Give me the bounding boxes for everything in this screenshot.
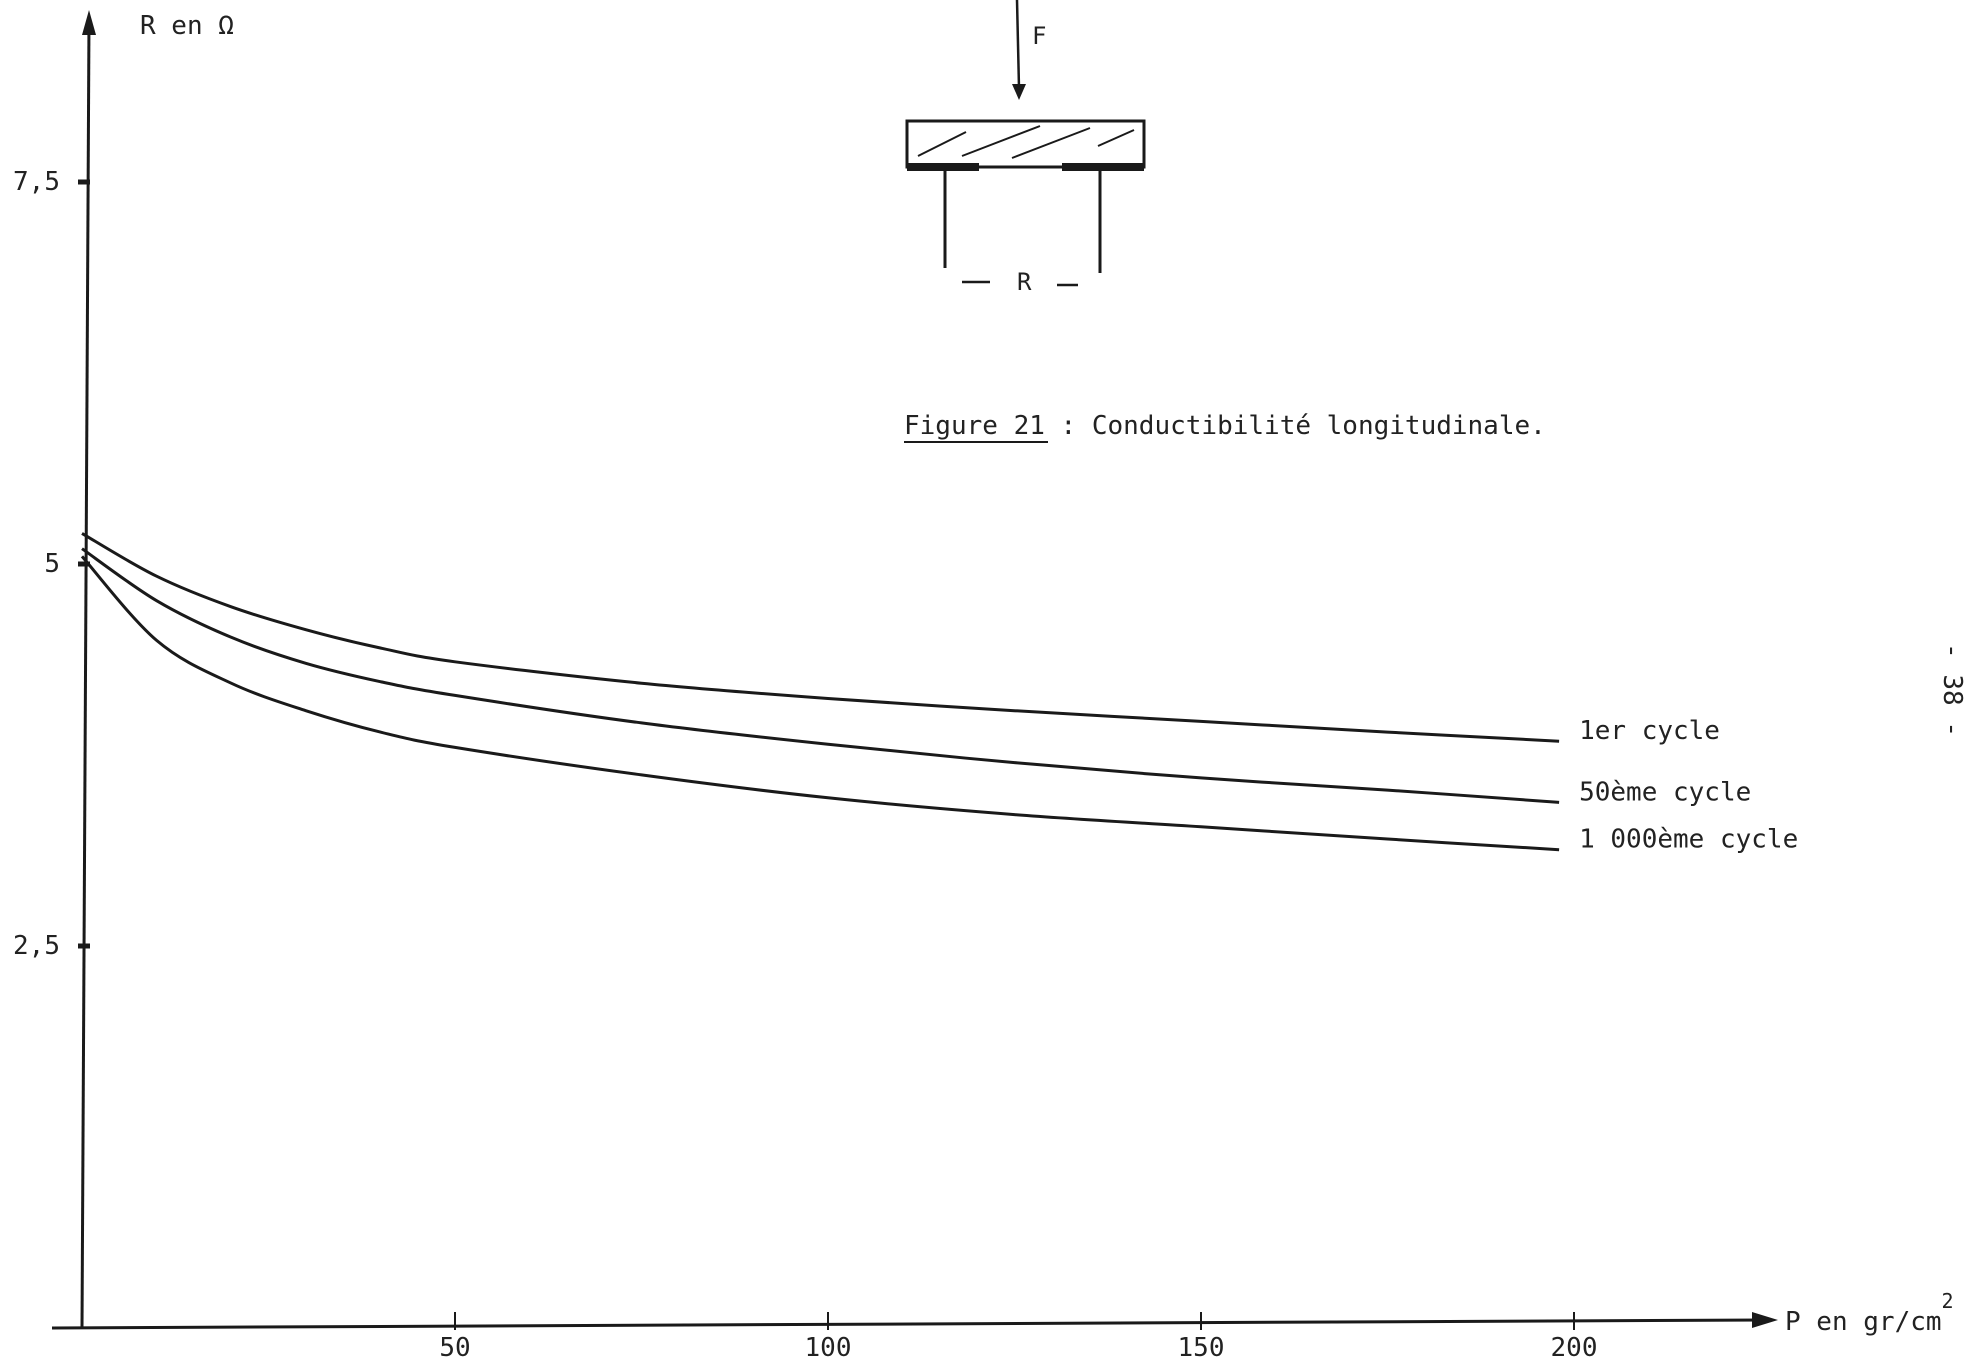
y-axis-label: R en Ω xyxy=(140,11,234,41)
figure-caption: Figure 21 : Conductibilité longitudinale… xyxy=(904,411,1546,441)
sample-block xyxy=(905,119,1146,169)
resistance-label: R xyxy=(1017,268,1032,296)
sample-diagram: F R xyxy=(905,0,1146,296)
y-tick-label: 7,5 xyxy=(13,167,60,197)
x-tick-label: 200 xyxy=(1551,1333,1598,1357)
x-tick-label: 150 xyxy=(1178,1333,1225,1357)
x-axis-line xyxy=(51,1318,1766,1330)
figure-ref: Figure 21 xyxy=(904,411,1045,441)
hatch-line xyxy=(961,125,1041,157)
x-axis-label: P en gr/cm2 xyxy=(1785,1289,1954,1337)
series-label: 50ème cycle xyxy=(1579,777,1751,807)
y-ticks: 2,5 5 7,5 xyxy=(13,167,90,961)
caption-text: : Conductibilité longitudinale. xyxy=(1045,411,1546,441)
hatch-line xyxy=(1097,129,1135,147)
series-line xyxy=(81,532,1560,743)
series-line xyxy=(80,555,1560,852)
x-axis-arrow xyxy=(1752,1312,1778,1328)
electrode-left xyxy=(907,163,979,171)
y-tick-label: 5 xyxy=(44,549,60,579)
hatch-line xyxy=(917,131,967,157)
series-label: 1 000ème cycle xyxy=(1579,825,1798,855)
x-ticks: 50 100 150 200 xyxy=(439,1312,1597,1357)
hatch-line xyxy=(1011,127,1091,159)
page-number: - 38 - xyxy=(1937,643,1967,737)
series-line xyxy=(81,547,1560,804)
x-tick-label: 100 xyxy=(805,1333,852,1357)
y-axis-arrow xyxy=(82,10,96,35)
y-axis-line xyxy=(80,19,91,1329)
x-tick-label: 50 xyxy=(439,1333,470,1357)
force-arrow-head xyxy=(1012,84,1026,100)
curves: 1er cycle 50ème cycle 1 000ème cycle xyxy=(80,532,1798,855)
y-tick-label: 2,5 xyxy=(13,931,60,961)
force-label: F xyxy=(1032,22,1046,50)
force-arrow-line xyxy=(1015,0,1021,89)
series-label: 1er cycle xyxy=(1579,716,1720,746)
electrode-right xyxy=(1062,163,1144,171)
